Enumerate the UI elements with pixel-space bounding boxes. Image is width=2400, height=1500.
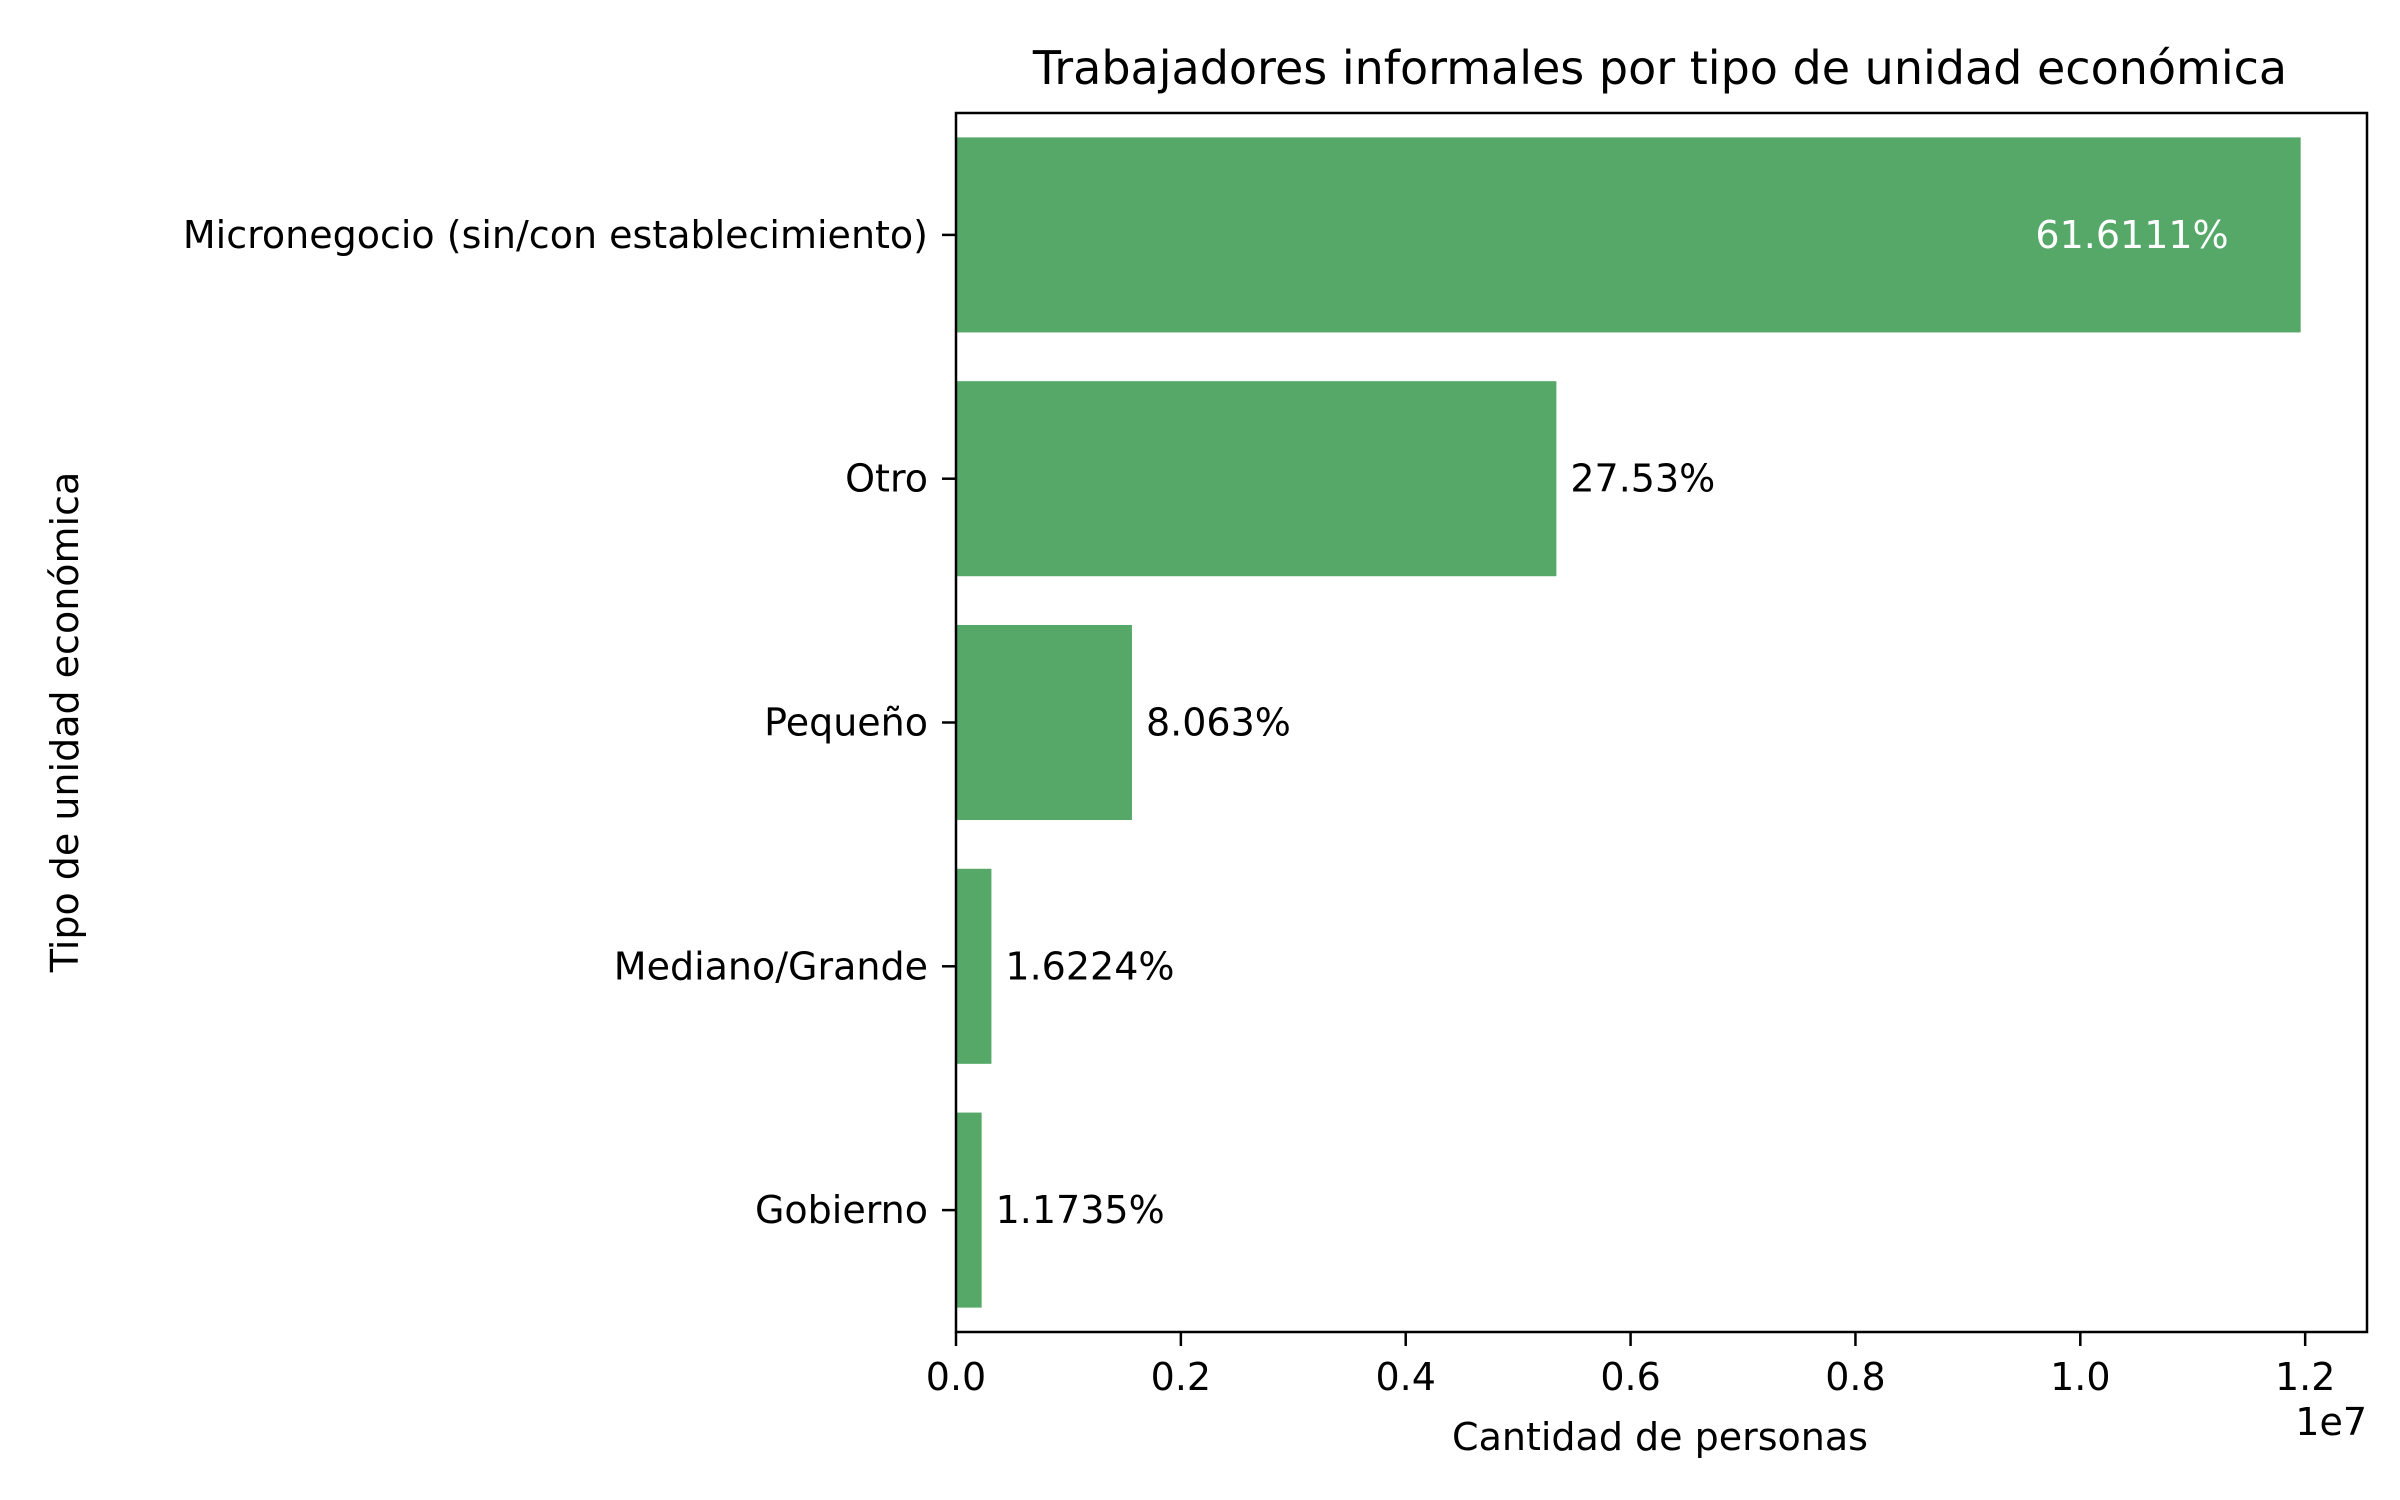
bar: [956, 868, 992, 1064]
bar-data-label: 8.063%: [1146, 701, 1291, 745]
x-tick-label: 0.2: [1151, 1355, 1211, 1399]
x-tick-label: 0.8: [1825, 1355, 1885, 1399]
x-tick-label: 0.0: [926, 1355, 986, 1399]
y-tick-label: Gobierno: [755, 1188, 928, 1232]
y-tick-label: Pequeño: [764, 701, 928, 745]
x-tick-label: 1.0: [2050, 1355, 2110, 1399]
x-axis-label: Cantidad de personas: [1452, 1415, 1868, 1459]
y-tick-label: Mediano/Grande: [614, 944, 928, 988]
x-tick-label: 1.2: [2275, 1355, 2335, 1399]
bar-data-label: 1.6224%: [1005, 944, 1174, 988]
bar: [956, 1112, 982, 1308]
x-tick-label: 0.4: [1376, 1355, 1436, 1399]
y-tick-label: Micronegocio (sin/con establecimiento): [183, 213, 928, 257]
plot-frame: [954, 111, 2369, 1334]
y-tick-label: Otro: [845, 457, 928, 501]
bar-data-label: 61.6111%: [2035, 213, 2228, 257]
chart-title: Trabajadores informales por tipo de unid…: [1032, 41, 2287, 95]
x-tick-label: 0.6: [1600, 1355, 1660, 1399]
bar-data-label: 1.1735%: [996, 1188, 1165, 1232]
bar: [956, 137, 2301, 333]
y-axis-label: Tipo de unidad económica: [43, 472, 87, 974]
bar: [956, 381, 1557, 577]
bar-data-label: 27.53%: [1570, 457, 1715, 501]
bar: [956, 624, 1132, 821]
x-axis-offset-label: 1e7: [2295, 1400, 2367, 1444]
